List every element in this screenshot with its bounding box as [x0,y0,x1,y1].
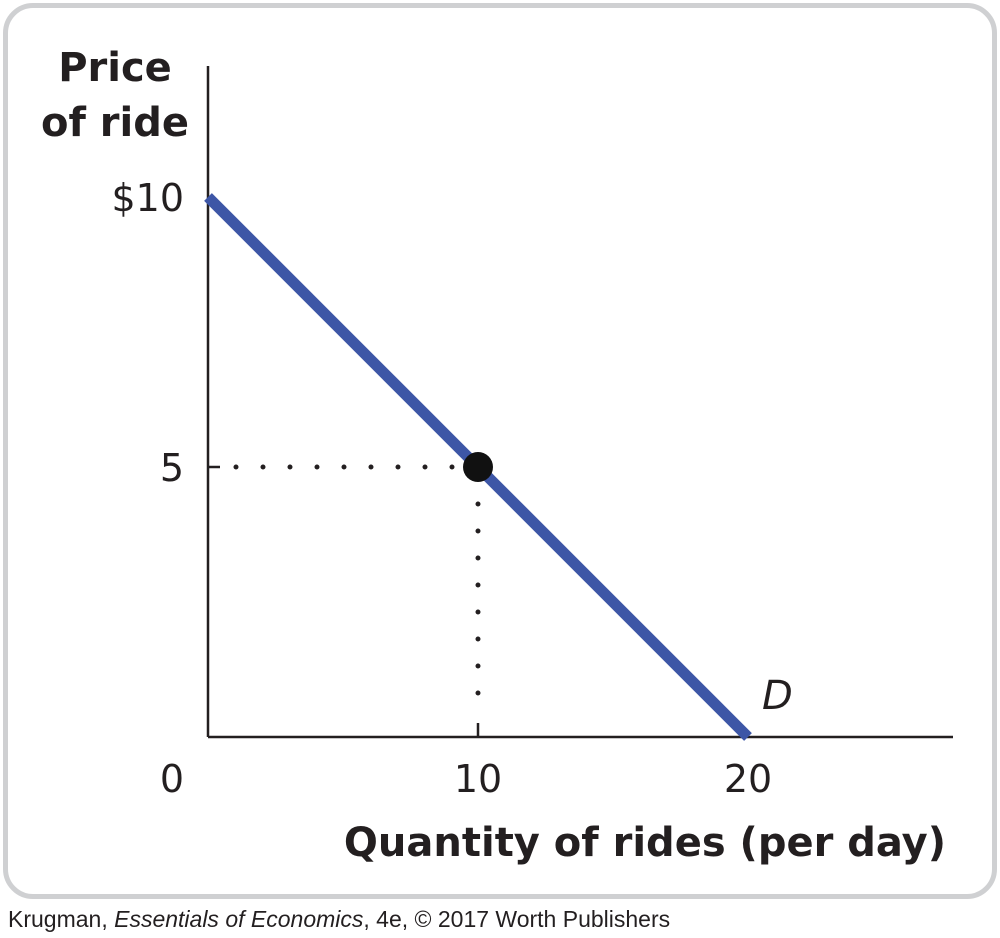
labels-layer: Price of ride Quantity of rides (per day… [41,45,946,866]
x-tick-label-1: 20 [724,757,772,801]
credit-book: Essentials of Economics [114,906,364,932]
series-layer: D [204,193,793,741]
y-tick-label-0: $10 [111,176,184,220]
credit-rest: , 4e, © 2017 Worth Publishers [363,906,671,932]
axes: $10 5 10 20 [111,66,953,801]
points-layer [463,452,493,482]
highlight-point [463,452,493,482]
y-tick-label-1: 5 [160,446,184,490]
source-credit: Krugman, Essentials of Economics, 4e, © … [8,906,670,933]
credit-author: Krugman, [8,906,115,932]
y-axis-title-line-1: Price [58,45,172,91]
x-tick-label-0: 10 [454,757,502,801]
origin-label: 0 [160,757,184,801]
chart-frame [3,3,997,899]
x-axis-title: Quantity of rides (per day) [344,820,946,866]
y-axis-title-line-2: of ride [41,100,189,146]
guide-lines [208,464,481,737]
demand-curve-label: D [762,673,793,719]
